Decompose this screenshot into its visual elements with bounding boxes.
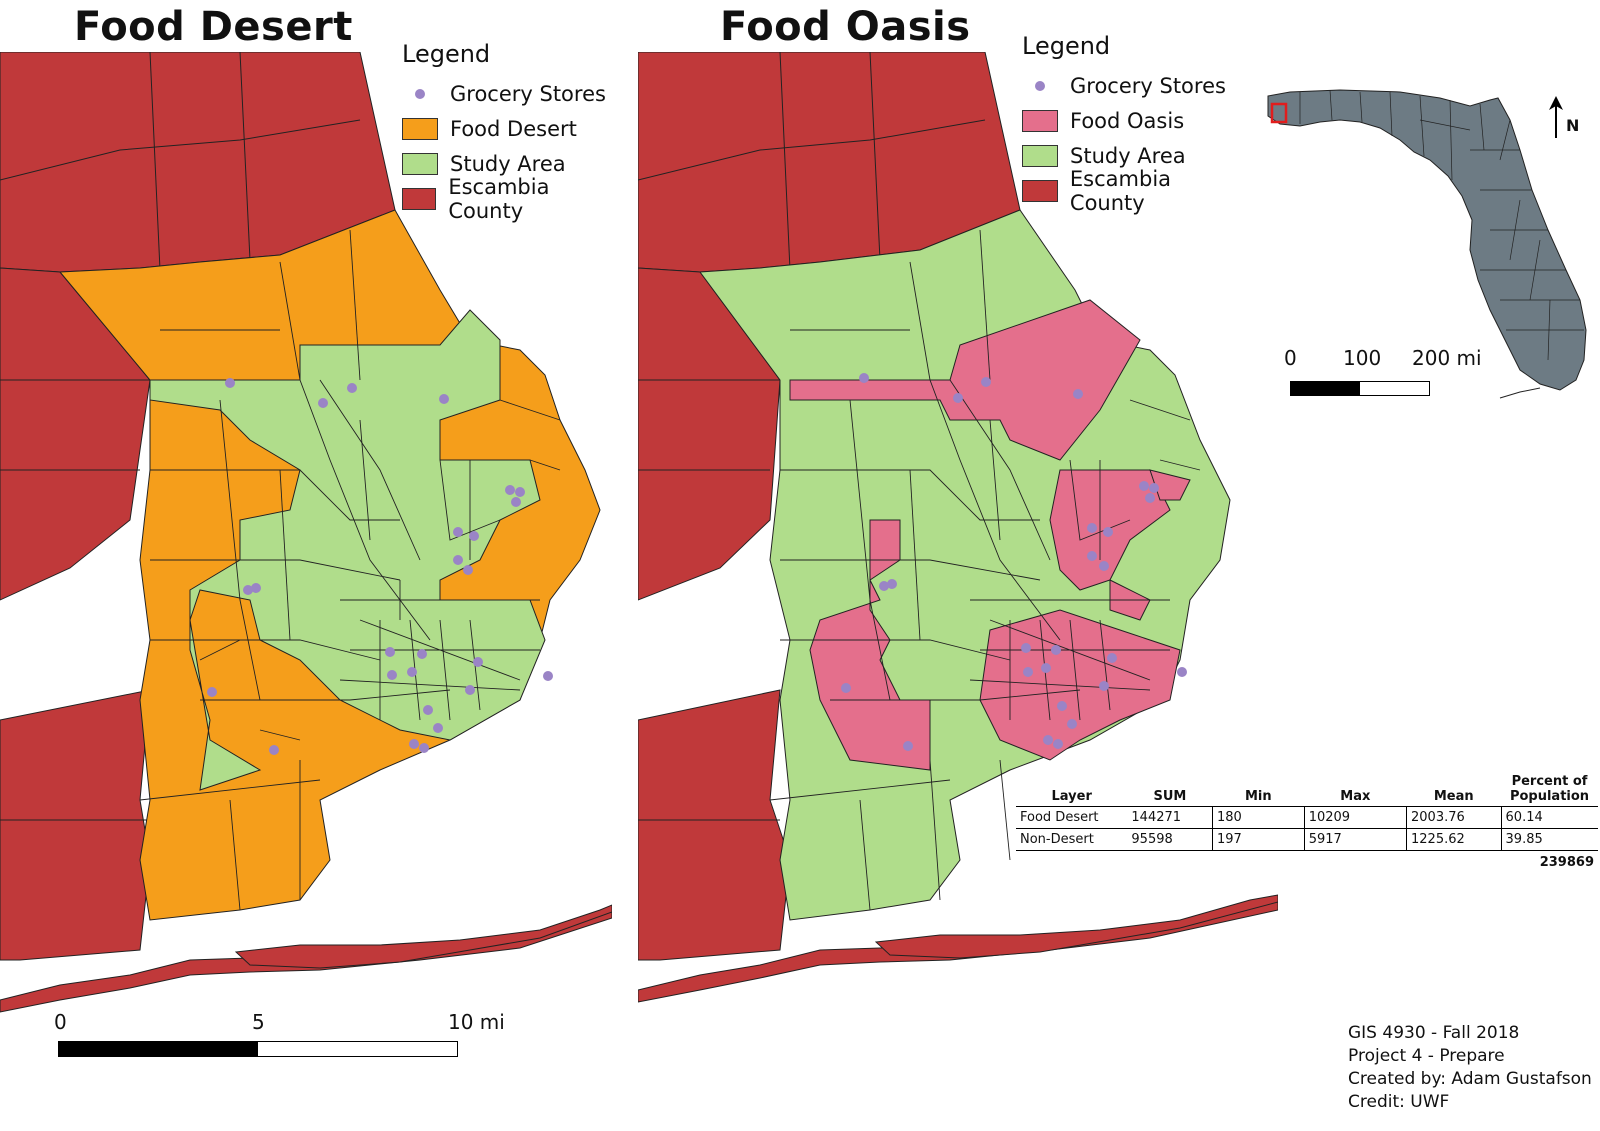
study-area-swatch [402, 152, 438, 175]
legend-item-food-desert: Food Desert [402, 111, 622, 146]
scale-label-0: 0 [54, 1010, 67, 1034]
county-swatch [402, 187, 437, 210]
food-oasis-title: Food Oasis [720, 4, 971, 50]
legend-title: Legend [1022, 32, 1111, 60]
legend-title: Legend [402, 40, 491, 68]
col-min: Min [1245, 789, 1272, 804]
table-header-row: Layer SUM Min Max Mean Percent of Popula… [1016, 772, 1598, 807]
food-oasis-swatch [1022, 109, 1058, 132]
legend-item-county: Escambia County [402, 175, 622, 223]
inset-scale-label-0: 0 [1284, 346, 1297, 370]
legend-item-study-area: Study Area [1022, 138, 1252, 173]
col-mean: Mean [1433, 789, 1474, 804]
scale-label-10mi: 10 mi [448, 1010, 505, 1034]
credit-project: Project 4 - Prepare [1348, 1046, 1505, 1066]
north-label: N [1566, 116, 1580, 135]
col-max: Max [1340, 789, 1371, 804]
study-area-swatch [1022, 144, 1058, 167]
map-credits: GIS 4930 - Fall 2018 Project 4 - Prepare… [1348, 1022, 1592, 1114]
credit-course: GIS 4930 - Fall 2018 [1348, 1023, 1520, 1043]
legend-item-grocery: Grocery Stores [1022, 68, 1252, 103]
food-oasis-legend: Legend Grocery Stores Food Oasis Study A… [1022, 32, 1252, 215]
legend-item-grocery: Grocery Stores [402, 76, 622, 111]
col-sum: SUM [1153, 789, 1187, 804]
legend-item-study-area: Study Area [402, 146, 622, 181]
col-percent: Percent of Population [1509, 774, 1590, 804]
legend-item-food-oasis: Food Oasis [1022, 103, 1252, 138]
grocery-stores-desert [207, 378, 553, 755]
county-swatch [1022, 179, 1058, 202]
inset-scale-label-200mi: 200 mi [1412, 346, 1482, 370]
col-layer: Layer [1051, 789, 1092, 804]
grocery-stores-oasis [841, 373, 1187, 751]
food-desert-legend: Legend Grocery Stores Food Desert Study … [402, 40, 622, 223]
food-desert-swatch [402, 117, 438, 140]
grocery-point-icon [402, 88, 438, 99]
inset-scale-bar [1290, 381, 1430, 396]
food-oasis-map [638, 52, 1278, 1012]
credit-source: Credit: UWF [1348, 1092, 1450, 1112]
table-row: Non-Desert 95598 197 5917 1225.62 39.85 [1016, 828, 1598, 851]
florida-inset-map [1267, 89, 1587, 399]
inset-scale-label-100: 100 [1343, 346, 1382, 370]
study-area-locator [1270, 102, 1288, 124]
table-row: Food Desert 144271 180 10209 2003.76 60.… [1016, 806, 1598, 829]
legend-item-county: Escambia County [1022, 167, 1252, 215]
florida-shape [1267, 89, 1587, 391]
grocery-point-icon [1022, 80, 1058, 91]
credit-author: Created by: Adam Gustafson [1348, 1069, 1592, 1089]
food-desert-title: Food Desert [74, 4, 353, 50]
food-desert-scale-bar [58, 1041, 458, 1057]
scale-label-5: 5 [252, 1010, 265, 1034]
north-arrow-icon [1549, 96, 1563, 138]
population-total: 239869 [1539, 855, 1594, 870]
population-stats-table: Layer SUM Min Max Mean Percent of Popula… [1016, 772, 1598, 873]
